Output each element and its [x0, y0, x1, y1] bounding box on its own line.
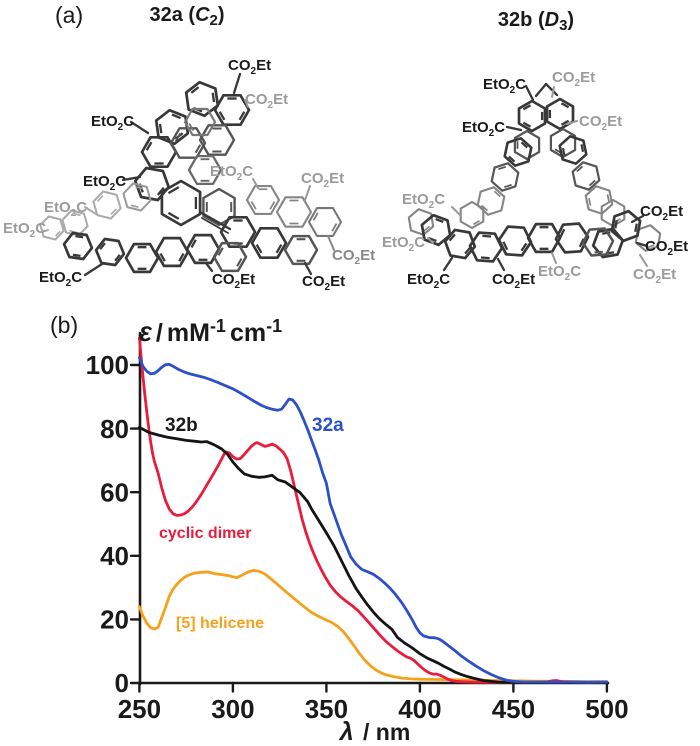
svg-text:32a: 32a: [312, 415, 344, 436]
svg-text:80: 80: [100, 414, 129, 444]
svg-text:450: 450: [492, 694, 535, 724]
svg-text:EtO2C: EtO2C: [83, 173, 126, 193]
svg-text:CO2Et: CO2Et: [245, 91, 288, 111]
svg-text:CO2Et: CO2Et: [640, 203, 683, 223]
svg-text:(a): (a): [55, 2, 83, 28]
svg-text:0: 0: [115, 668, 129, 698]
svg-text:CO2Et: CO2Et: [492, 271, 535, 291]
svg-text:EtO2C: EtO2C: [462, 119, 505, 139]
svg-text:CO2Et: CO2Et: [301, 170, 344, 190]
svg-text:EtO2C: EtO2C: [382, 234, 425, 254]
svg-text:EtO2C: EtO2C: [538, 263, 581, 283]
svg-text:CO2Et: CO2Et: [633, 266, 676, 286]
svg-text:400: 400: [398, 694, 441, 724]
svg-text:EtO2C: EtO2C: [210, 163, 253, 183]
svg-text:EtO2C: EtO2C: [407, 271, 450, 291]
svg-text:CO2Et: CO2Et: [579, 113, 622, 133]
svg-text:EtO2C: EtO2C: [402, 191, 445, 211]
svg-text:500: 500: [585, 694, 628, 724]
svg-text:ε/mM-1cm-1: ε / mM-1 cm-1: [139, 316, 282, 347]
svg-text:20: 20: [100, 605, 129, 635]
svg-text:40: 40: [100, 541, 129, 571]
svg-text:EtO2C: EtO2C: [44, 199, 87, 219]
svg-text:EtO2C: EtO2C: [3, 220, 46, 240]
svg-text:cyclic dimer: cyclic dimer: [159, 525, 252, 542]
svg-text:(b): (b): [50, 312, 78, 338]
svg-text:λ / nm: λ / nm: [338, 718, 411, 746]
svg-text:32b (D3): 32b (D3): [498, 9, 574, 34]
svg-text:CO2Et: CO2Et: [552, 69, 595, 89]
svg-text:CO2Et: CO2Et: [212, 271, 255, 291]
svg-text:EtO2C: EtO2C: [39, 269, 82, 289]
svg-text:60: 60: [100, 477, 129, 507]
svg-text:CO2Et: CO2Et: [228, 57, 271, 77]
svg-text:CO2Et: CO2Et: [645, 238, 688, 258]
svg-text:EtO2C: EtO2C: [91, 113, 134, 133]
svg-text:250: 250: [118, 694, 161, 724]
svg-text:100: 100: [86, 350, 129, 380]
svg-text:EtO2C: EtO2C: [483, 76, 526, 96]
svg-text:32b: 32b: [165, 415, 198, 436]
svg-text:CO2Et: CO2Et: [302, 273, 345, 293]
svg-text:350: 350: [305, 694, 348, 724]
svg-text:32a (C2): 32a (C2): [149, 4, 224, 29]
svg-text:[5] helicene: [5] helicene: [176, 615, 264, 632]
svg-text:300: 300: [211, 694, 254, 724]
svg-text:CO2Et: CO2Et: [332, 247, 375, 267]
